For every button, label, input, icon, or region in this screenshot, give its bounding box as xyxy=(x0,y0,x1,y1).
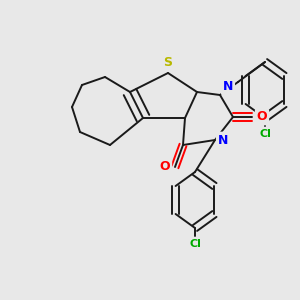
Text: S: S xyxy=(164,56,172,70)
Text: Cl: Cl xyxy=(259,129,271,139)
Text: N: N xyxy=(223,80,233,94)
Text: O: O xyxy=(257,110,267,124)
Text: O: O xyxy=(160,160,170,173)
Text: N: N xyxy=(218,134,228,146)
Text: Cl: Cl xyxy=(189,239,201,249)
